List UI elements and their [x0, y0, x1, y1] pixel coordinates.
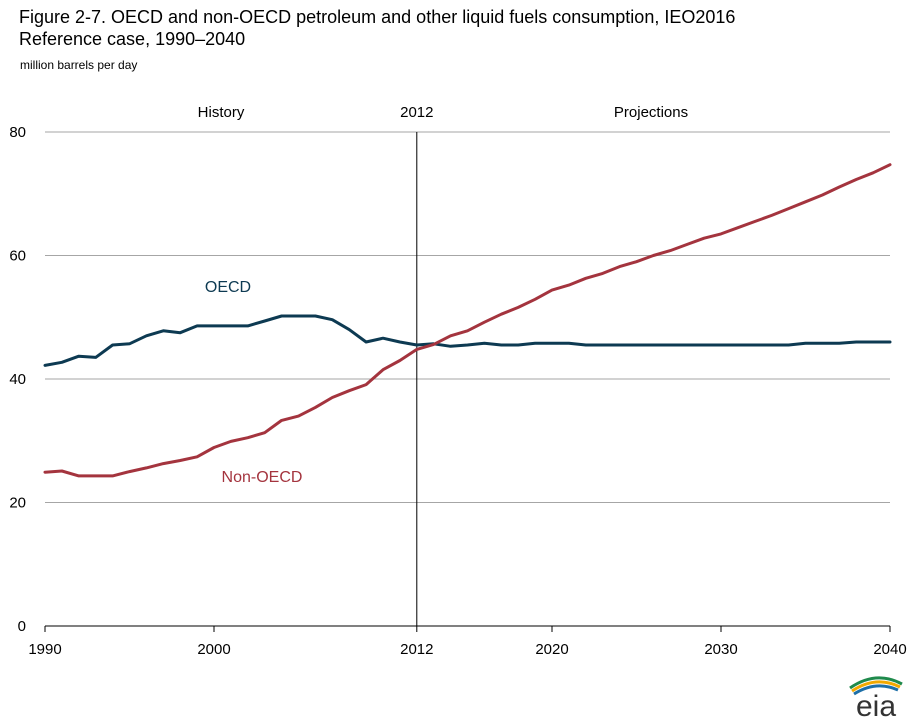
x-axis: 1990 2000 2012 2020 2030 2040 [28, 625, 907, 658]
series-label-oecd: OECD [205, 279, 251, 296]
x-tick-label: 2030 [704, 641, 737, 658]
x-tick-label: 2040 [873, 641, 906, 658]
series-line-oecd [43, 314, 892, 367]
series-label-non-oecd: Non-OECD [222, 469, 303, 486]
eia-logo: eia [846, 672, 906, 718]
chart-title: Figure 2-7. OECD and non-OECD petroleum … [19, 6, 735, 50]
chart-title-line-1: Figure 2-7. OECD and non-OECD petroleum … [19, 7, 736, 27]
eia-logo-text: eia [856, 690, 896, 718]
eia-logo-icon: eia [849, 676, 903, 718]
gridlines [45, 131, 890, 503]
y-tick-label: 20 [9, 495, 26, 512]
projections-label: Projections [614, 104, 688, 121]
series-line-non-oecd [43, 163, 892, 478]
y-axis-tick-labels: 0 20 40 60 80 [9, 124, 26, 635]
y-tick-label: 80 [9, 124, 26, 141]
divider-label: 2012 [400, 104, 433, 121]
units-label: million barrels per day [20, 58, 138, 72]
x-tick-label: 2000 [197, 641, 230, 658]
history-label: History [198, 104, 245, 121]
history-projection-divider: 2012 History Projections [198, 104, 688, 626]
x-tick-label: 2020 [535, 641, 568, 658]
chart-title-line-2: Reference case, 1990–2040 [19, 29, 246, 49]
y-tick-label: 0 [18, 618, 26, 635]
series-lines [43, 163, 892, 478]
x-tick-label: 1990 [28, 641, 61, 658]
y-tick-label: 40 [9, 371, 26, 388]
y-tick-label: 60 [9, 248, 26, 265]
x-tick-label: 2012 [400, 641, 433, 658]
